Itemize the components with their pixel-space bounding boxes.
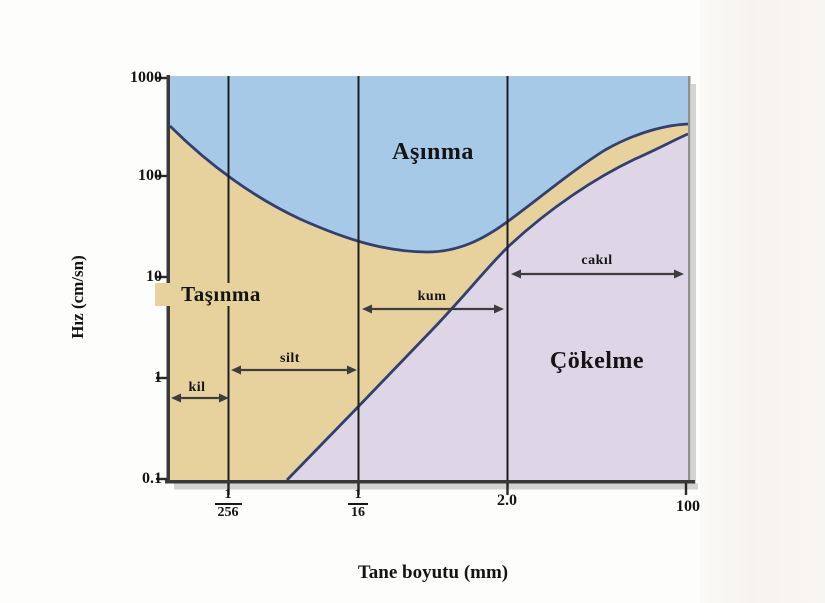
deposition-region-fill xyxy=(287,134,688,480)
x-tick-2-0: 2.0 xyxy=(497,492,517,509)
erosion-region-label: Aşınma xyxy=(392,139,474,165)
x-tick-1-16: 1 16 xyxy=(340,487,376,521)
y-axis-line xyxy=(166,75,170,483)
y-axis-title: Hız (cm/sn) xyxy=(68,255,87,339)
grain-size-arrows xyxy=(171,269,684,403)
sand-arrow-label: kum xyxy=(417,289,447,304)
x-axis-line xyxy=(165,480,695,484)
plot-right-border xyxy=(688,76,691,480)
silt-arrow xyxy=(231,365,357,375)
y-tick-0-1: 0.1 xyxy=(142,470,162,487)
erosion-curve xyxy=(169,122,689,254)
clay-arrow xyxy=(171,393,229,403)
fraction-denominator: 16 xyxy=(348,502,368,521)
x-tick-100: 100 xyxy=(676,498,700,515)
y-tick-10: 10 xyxy=(146,268,162,285)
clay-arrow-label: kil xyxy=(188,380,206,395)
silt-arrow-label: silt xyxy=(280,351,300,366)
gravel-arrow-label: cakıl xyxy=(581,253,613,268)
x-tick-1-256: 1 256 xyxy=(208,487,248,521)
chart-canvas xyxy=(156,75,698,495)
erosion-region-fill xyxy=(170,76,688,252)
fraction-numerator: 1 xyxy=(224,487,232,502)
gravel-arrow xyxy=(511,269,684,279)
transport-region-label: Taşınma xyxy=(155,282,287,307)
background-strip xyxy=(700,0,825,603)
x-axis-ticks xyxy=(227,483,688,495)
fraction-denominator: 256 xyxy=(214,502,242,521)
y-axis-ticks xyxy=(156,76,167,481)
deposition-region-label: Çökelme xyxy=(549,348,645,374)
plot-area xyxy=(156,75,698,495)
x-axis-title: Tane boyutu (mm) xyxy=(357,562,509,583)
x-axis-shadow xyxy=(174,483,698,490)
y-tick-1: 1 xyxy=(154,369,162,386)
y-tick-100: 100 xyxy=(138,167,162,184)
sand-arrow xyxy=(362,304,504,314)
plot-right-shadow xyxy=(691,84,696,484)
fraction-numerator: 1 xyxy=(354,487,362,502)
settling-curve xyxy=(285,132,689,481)
y-tick-1000: 1000 xyxy=(130,69,162,86)
